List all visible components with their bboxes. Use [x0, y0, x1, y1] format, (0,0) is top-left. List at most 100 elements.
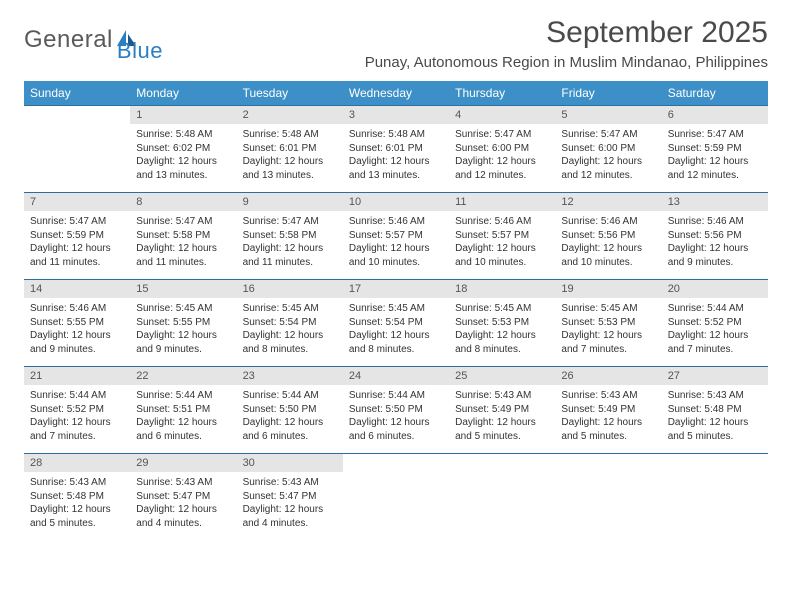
sunrise-text: Sunrise: 5:48 AM — [136, 128, 230, 142]
sunrise-text: Sunrise: 5:45 AM — [455, 302, 549, 316]
sunrise-text: Sunrise: 5:43 AM — [136, 476, 230, 490]
day-number-cell: 12 — [555, 193, 661, 212]
daylight-text: Daylight: 12 hours and 13 minutes. — [243, 155, 337, 182]
daylight-text: Daylight: 12 hours and 10 minutes. — [455, 242, 549, 269]
sunset-text: Sunset: 5:47 PM — [243, 490, 337, 504]
day-content-cell: Sunrise: 5:48 AMSunset: 6:01 PMDaylight:… — [237, 124, 343, 193]
daylight-text: Daylight: 12 hours and 11 minutes. — [30, 242, 124, 269]
day-number-cell: 8 — [130, 193, 236, 212]
day-content-cell: Sunrise: 5:46 AMSunset: 5:55 PMDaylight:… — [24, 298, 130, 367]
daylight-text: Daylight: 12 hours and 6 minutes. — [136, 416, 230, 443]
daylight-text: Daylight: 12 hours and 8 minutes. — [243, 329, 337, 356]
sunset-text: Sunset: 5:57 PM — [455, 229, 549, 243]
sunset-text: Sunset: 5:55 PM — [136, 316, 230, 330]
sunrise-text: Sunrise: 5:43 AM — [455, 389, 549, 403]
logo-text-blue: Blue — [117, 38, 163, 64]
day-content-cell: Sunrise: 5:45 AMSunset: 5:54 PMDaylight:… — [237, 298, 343, 367]
day-number-cell: 11 — [449, 193, 555, 212]
day-number-cell: 30 — [237, 454, 343, 473]
sunset-text: Sunset: 5:59 PM — [668, 142, 762, 156]
day-content-cell: Sunrise: 5:44 AMSunset: 5:51 PMDaylight:… — [130, 385, 236, 454]
day-content-cell — [449, 472, 555, 540]
title-block: September 2025 Punay, Autonomous Region … — [365, 16, 768, 71]
weekday-header: Friday — [555, 81, 661, 106]
day-content-cell: Sunrise: 5:43 AMSunset: 5:48 PMDaylight:… — [24, 472, 130, 540]
day-content-cell: Sunrise: 5:43 AMSunset: 5:47 PMDaylight:… — [130, 472, 236, 540]
daylight-text: Daylight: 12 hours and 5 minutes. — [668, 416, 762, 443]
day-content-cell: Sunrise: 5:44 AMSunset: 5:50 PMDaylight:… — [237, 385, 343, 454]
weekday-header: Wednesday — [343, 81, 449, 106]
day-content-cell: Sunrise: 5:46 AMSunset: 5:56 PMDaylight:… — [555, 211, 661, 280]
daylight-text: Daylight: 12 hours and 13 minutes. — [136, 155, 230, 182]
sunset-text: Sunset: 5:58 PM — [243, 229, 337, 243]
daylight-text: Daylight: 12 hours and 12 minutes. — [455, 155, 549, 182]
sunrise-text: Sunrise: 5:47 AM — [668, 128, 762, 142]
daylight-text: Daylight: 12 hours and 6 minutes. — [349, 416, 443, 443]
day-content-row: Sunrise: 5:47 AMSunset: 5:59 PMDaylight:… — [24, 211, 768, 280]
day-content-cell — [662, 472, 768, 540]
daylight-text: Daylight: 12 hours and 9 minutes. — [668, 242, 762, 269]
day-number-cell: 20 — [662, 280, 768, 299]
day-content-cell: Sunrise: 5:47 AMSunset: 5:59 PMDaylight:… — [662, 124, 768, 193]
day-content-cell: Sunrise: 5:45 AMSunset: 5:53 PMDaylight:… — [449, 298, 555, 367]
day-content-row: Sunrise: 5:46 AMSunset: 5:55 PMDaylight:… — [24, 298, 768, 367]
sunrise-text: Sunrise: 5:43 AM — [243, 476, 337, 490]
day-content-cell: Sunrise: 5:43 AMSunset: 5:48 PMDaylight:… — [662, 385, 768, 454]
daylight-text: Daylight: 12 hours and 7 minutes. — [30, 416, 124, 443]
day-number-row: 282930 — [24, 454, 768, 473]
sunset-text: Sunset: 5:55 PM — [30, 316, 124, 330]
sunrise-text: Sunrise: 5:46 AM — [668, 215, 762, 229]
day-number-cell: 23 — [237, 367, 343, 386]
day-number-cell: 13 — [662, 193, 768, 212]
day-content-cell: Sunrise: 5:47 AMSunset: 6:00 PMDaylight:… — [555, 124, 661, 193]
sunset-text: Sunset: 5:48 PM — [30, 490, 124, 504]
day-content-cell: Sunrise: 5:47 AMSunset: 5:58 PMDaylight:… — [237, 211, 343, 280]
page-title: September 2025 — [365, 16, 768, 50]
day-content-cell — [24, 124, 130, 193]
day-number-row: 21222324252627 — [24, 367, 768, 386]
day-number-cell: 14 — [24, 280, 130, 299]
sunset-text: Sunset: 5:51 PM — [136, 403, 230, 417]
day-content-cell — [343, 472, 449, 540]
weekday-header: Tuesday — [237, 81, 343, 106]
sunrise-text: Sunrise: 5:46 AM — [349, 215, 443, 229]
sunset-text: Sunset: 5:53 PM — [455, 316, 549, 330]
day-number-cell: 1 — [130, 106, 236, 125]
day-number-cell: 29 — [130, 454, 236, 473]
sunrise-text: Sunrise: 5:44 AM — [30, 389, 124, 403]
day-content-cell: Sunrise: 5:43 AMSunset: 5:49 PMDaylight:… — [449, 385, 555, 454]
daylight-text: Daylight: 12 hours and 13 minutes. — [349, 155, 443, 182]
day-content-row: Sunrise: 5:44 AMSunset: 5:52 PMDaylight:… — [24, 385, 768, 454]
sunset-text: Sunset: 5:58 PM — [136, 229, 230, 243]
day-content-cell: Sunrise: 5:45 AMSunset: 5:54 PMDaylight:… — [343, 298, 449, 367]
daylight-text: Daylight: 12 hours and 12 minutes. — [668, 155, 762, 182]
daylight-text: Daylight: 12 hours and 11 minutes. — [243, 242, 337, 269]
sunrise-text: Sunrise: 5:44 AM — [136, 389, 230, 403]
sunset-text: Sunset: 5:56 PM — [561, 229, 655, 243]
sunrise-text: Sunrise: 5:44 AM — [668, 302, 762, 316]
day-number-cell: 28 — [24, 454, 130, 473]
sunset-text: Sunset: 6:00 PM — [455, 142, 549, 156]
sunrise-text: Sunrise: 5:43 AM — [668, 389, 762, 403]
weekday-header: Sunday — [24, 81, 130, 106]
sunset-text: Sunset: 5:49 PM — [455, 403, 549, 417]
day-content-cell: Sunrise: 5:43 AMSunset: 5:49 PMDaylight:… — [555, 385, 661, 454]
weekday-header-row: SundayMondayTuesdayWednesdayThursdayFrid… — [24, 81, 768, 106]
daylight-text: Daylight: 12 hours and 5 minutes. — [455, 416, 549, 443]
day-number-cell: 4 — [449, 106, 555, 125]
daylight-text: Daylight: 12 hours and 8 minutes. — [455, 329, 549, 356]
sunset-text: Sunset: 5:52 PM — [668, 316, 762, 330]
weekday-header: Saturday — [662, 81, 768, 106]
day-content-cell: Sunrise: 5:44 AMSunset: 5:52 PMDaylight:… — [662, 298, 768, 367]
sunrise-text: Sunrise: 5:44 AM — [349, 389, 443, 403]
day-number-row: 123456 — [24, 106, 768, 125]
sunrise-text: Sunrise: 5:48 AM — [349, 128, 443, 142]
day-number-cell: 5 — [555, 106, 661, 125]
sunrise-text: Sunrise: 5:45 AM — [136, 302, 230, 316]
sunrise-text: Sunrise: 5:47 AM — [30, 215, 124, 229]
sunset-text: Sunset: 5:47 PM — [136, 490, 230, 504]
weekday-header: Monday — [130, 81, 236, 106]
sunset-text: Sunset: 5:50 PM — [243, 403, 337, 417]
day-content-cell: Sunrise: 5:47 AMSunset: 5:58 PMDaylight:… — [130, 211, 236, 280]
day-number-cell: 2 — [237, 106, 343, 125]
